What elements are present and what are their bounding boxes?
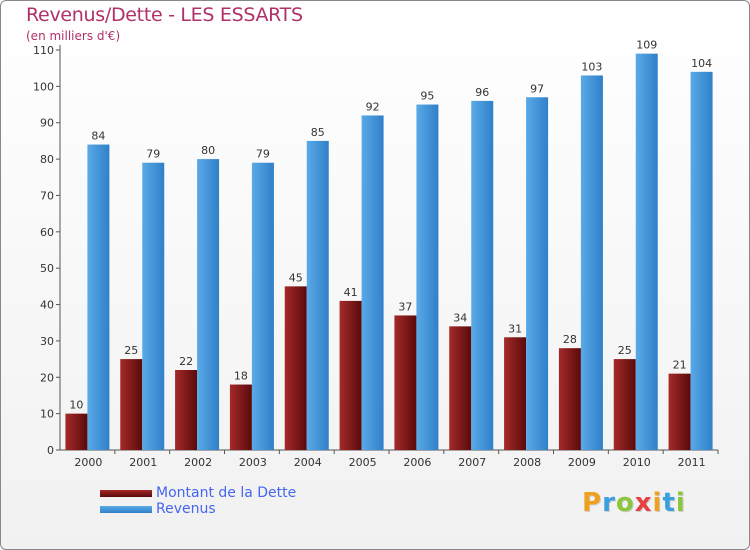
- logo-letter: P: [582, 488, 603, 518]
- chart-title: Revenus/Dette - LES ESSARTS: [26, 4, 303, 26]
- data-label-revenus: 79: [146, 148, 160, 161]
- x-tick-label: 2002: [184, 456, 212, 469]
- bar-revenus: [580, 75, 603, 451]
- legend-swatch-dette: [100, 489, 152, 497]
- data-label-dette: 41: [344, 286, 358, 299]
- bar-dette: [394, 315, 417, 450]
- bar-revenus: [87, 144, 110, 450]
- data-label-revenus: 80: [201, 144, 215, 157]
- bar-dette: [558, 348, 581, 450]
- y-tick-label: 110: [33, 44, 54, 57]
- data-label-revenus: 97: [530, 82, 544, 95]
- x-tick-label: 2006: [403, 456, 431, 469]
- y-tick-label: 40: [40, 299, 54, 312]
- y-tick-label: 30: [40, 335, 54, 348]
- proxiti-logo: Proxiti: [582, 488, 686, 518]
- logo-letter: i: [675, 488, 686, 518]
- logo-letter: t: [662, 488, 676, 518]
- data-label-dette: 21: [673, 359, 687, 372]
- legend-item-revenus: Revenus: [100, 501, 296, 517]
- y-tick-label: 80: [40, 153, 54, 166]
- logo-letter: i: [652, 488, 663, 518]
- data-label-dette: 28: [563, 333, 577, 346]
- legend-item-dette: Montant de la Dette: [100, 485, 296, 501]
- data-label-dette: 10: [69, 399, 83, 412]
- data-label-dette: 37: [398, 300, 412, 313]
- bar-revenus: [690, 71, 713, 451]
- y-tick-label: 20: [40, 371, 54, 384]
- data-label-revenus: 84: [91, 130, 105, 143]
- legend-label-revenus: Revenus: [156, 501, 216, 517]
- data-label-revenus: 95: [420, 90, 434, 103]
- logo-letter: x: [634, 488, 653, 518]
- y-tick-label: 10: [40, 408, 54, 421]
- data-label-revenus: 92: [366, 100, 380, 113]
- x-tick-label: 2004: [294, 456, 322, 469]
- data-label-revenus: 79: [256, 148, 270, 161]
- x-tick-label: 2000: [74, 456, 102, 469]
- logo-letter: r: [602, 488, 616, 518]
- data-label-revenus: 96: [475, 86, 489, 99]
- chart-subtitle: (en milliers d'€): [26, 29, 121, 43]
- bar-dette: [120, 359, 143, 450]
- bar-revenus: [635, 53, 658, 451]
- bar-revenus: [306, 140, 329, 450]
- x-tick-label: 2008: [513, 456, 541, 469]
- legend-swatch-revenus: [100, 505, 152, 513]
- bar-dette: [229, 384, 252, 450]
- bar-dette: [668, 373, 691, 450]
- data-label-dette: 22: [179, 355, 193, 368]
- x-tick-label: 2001: [129, 456, 157, 469]
- y-tick-label: 70: [40, 189, 54, 202]
- bar-revenus: [361, 115, 384, 451]
- x-tick-label: 2009: [568, 456, 596, 469]
- data-label-revenus: 104: [691, 57, 712, 70]
- bar-revenus: [526, 97, 549, 450]
- data-label-revenus: 85: [311, 126, 325, 139]
- x-tick-label: 2003: [239, 456, 267, 469]
- y-tick-label: 90: [40, 117, 54, 130]
- x-tick-label: 2010: [623, 456, 651, 469]
- bar-revenus: [416, 104, 439, 450]
- data-label-revenus: 109: [636, 39, 657, 52]
- bar-dette: [339, 300, 362, 450]
- data-label-dette: 18: [234, 370, 248, 383]
- bar-dette: [613, 359, 636, 450]
- bar-dette: [175, 370, 198, 450]
- data-label-revenus: 103: [581, 60, 602, 73]
- data-label-dette: 31: [508, 322, 522, 335]
- y-tick-label: 0: [47, 444, 54, 457]
- bar-revenus: [471, 100, 494, 450]
- bar-revenus: [142, 162, 165, 450]
- bar-dette: [284, 286, 307, 450]
- bar-dette: [65, 413, 88, 450]
- data-label-dette: 34: [453, 311, 467, 324]
- y-tick-label: 100: [33, 80, 54, 93]
- bar-dette: [504, 337, 527, 450]
- x-tick-label: 2005: [349, 456, 377, 469]
- legend-label-dette: Montant de la Dette: [156, 485, 297, 501]
- bar-revenus: [251, 162, 274, 450]
- data-label-dette: 25: [124, 344, 138, 357]
- logo-letter: o: [615, 488, 635, 518]
- x-tick-label: 2011: [678, 456, 706, 469]
- y-tick-label: 60: [40, 226, 54, 239]
- y-tick-label: 50: [40, 262, 54, 275]
- x-tick-label: 2007: [458, 456, 486, 469]
- legend: Montant de la Dette Revenus: [100, 485, 296, 517]
- bar-dette: [449, 326, 472, 450]
- data-label-dette: 25: [618, 344, 632, 357]
- bar-revenus: [197, 159, 220, 450]
- data-label-dette: 45: [289, 271, 303, 284]
